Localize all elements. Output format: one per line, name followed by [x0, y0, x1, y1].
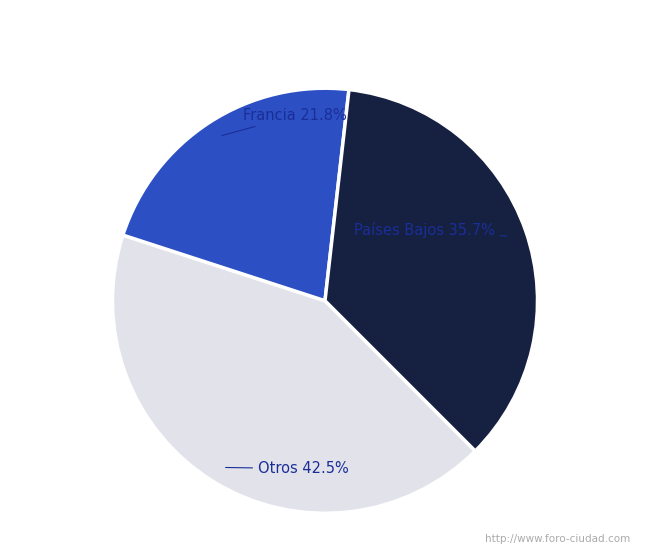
Text: http://www.foro-ciudad.com: http://www.foro-ciudad.com	[486, 535, 630, 544]
Wedge shape	[112, 235, 475, 513]
Text: Francia 21.8%: Francia 21.8%	[222, 108, 347, 136]
Text: Otros 42.5%: Otros 42.5%	[226, 461, 349, 476]
Wedge shape	[325, 90, 538, 451]
Text: Países Bajos 35.7%: Países Bajos 35.7%	[354, 222, 507, 238]
Wedge shape	[123, 88, 349, 301]
Text: Serradilla - Turistas extranjeros según país - Octubre de 2024: Serradilla - Turistas extranjeros según …	[70, 9, 580, 28]
